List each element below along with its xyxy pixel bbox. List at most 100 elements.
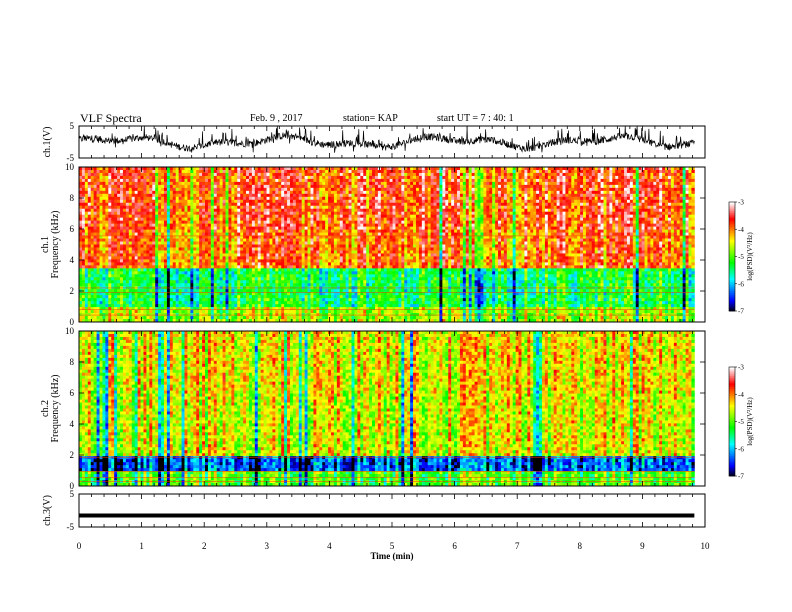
ch1-spectrogram-cell xyxy=(524,199,528,204)
ch1-spectrogram-cell xyxy=(676,181,681,186)
ch1-spectrogram-cell xyxy=(413,226,417,230)
ch1-spectrogram-cell xyxy=(190,184,194,189)
ch1-spectrogram-cell xyxy=(316,184,320,189)
ch1-spectrogram-cell xyxy=(518,217,522,222)
ch1-spectrogram-cell xyxy=(574,181,578,186)
ch1-spectrogram-cell xyxy=(287,211,291,216)
ch1-spectrogram-cell xyxy=(665,220,669,225)
ch1-spectrogram-cell xyxy=(568,172,572,177)
ch1-spectrogram-cell xyxy=(228,184,232,189)
ch1-spectrogram-cell xyxy=(401,208,405,213)
ch1-spectrogram-cell xyxy=(492,202,496,207)
ch1-spectrogram-cell xyxy=(298,208,303,213)
ch1-spectrogram-cell xyxy=(354,211,358,216)
ch1-spectrogram-cell xyxy=(313,167,317,171)
ch1-spectrogram-cell xyxy=(90,223,95,228)
ch1-spectrogram-cell xyxy=(254,226,259,230)
ch1-spectrogram-cell xyxy=(140,190,144,195)
ch1-spectrogram-cell xyxy=(565,187,569,192)
ch1-spectrogram-cell xyxy=(228,205,232,210)
ch1-spectrogram-cell xyxy=(594,217,599,222)
ch1-spectrogram-cell xyxy=(424,214,429,219)
ch1-spectrogram-cell xyxy=(659,167,663,171)
ch1-spectrogram-cell xyxy=(231,187,235,192)
ch1-spectrogram-cell xyxy=(181,199,185,204)
ch1-spectrogram-cell xyxy=(190,196,194,201)
ch1-spectrogram-cell xyxy=(246,214,250,219)
ch1-spectrogram-cell xyxy=(90,193,95,198)
ch1-spectrogram-cell xyxy=(158,199,162,204)
ch1-spectrogram-cell xyxy=(152,202,156,207)
ch1-spectrogram-cell xyxy=(345,193,349,198)
ch1-spectrogram-cell xyxy=(667,187,672,192)
ch1-spectrogram-cell xyxy=(389,214,393,219)
ch1-spectrogram-cell xyxy=(457,181,461,186)
ch1-spectrogram-cell xyxy=(512,226,517,230)
ch1-spectrogram-cell xyxy=(667,172,672,177)
ch1-spectrogram-cell xyxy=(310,187,314,192)
ch1-spectrogram-cell xyxy=(609,220,613,225)
ch1-spectrogram-cell xyxy=(158,190,162,195)
ch1-spectrogram-cell xyxy=(547,220,552,225)
ch1-spectrogram-cell xyxy=(395,226,399,230)
ch1-spectrogram-cell xyxy=(433,223,437,228)
ch1-spectrogram-cell xyxy=(120,169,124,174)
ch1-spectrogram-cell xyxy=(202,214,206,219)
ch1-spectrogram-cell xyxy=(398,193,402,198)
ch1-spectrogram-cell xyxy=(298,175,303,180)
ch1-spectrogram-cell xyxy=(187,193,191,198)
ch1-spectrogram-cell xyxy=(521,223,525,228)
ch1-spectrogram-cell xyxy=(111,169,115,174)
ch1-spectrogram-cell xyxy=(600,199,604,204)
ch1-spectrogram-cell xyxy=(427,229,432,233)
ch1-spectrogram-cell xyxy=(351,196,355,201)
ch1-spectrogram-cell xyxy=(471,202,475,207)
ch1-spectrogram-cell xyxy=(574,232,578,236)
ch1-spectrogram-cell xyxy=(383,226,388,230)
ch1-spectrogram-cell xyxy=(298,226,303,230)
ch1-spectrogram-cell xyxy=(626,196,631,201)
ch1-spectrogram-cell xyxy=(556,229,560,233)
ch1-spectrogram-cell xyxy=(580,193,584,198)
ch1-spectrogram-cell xyxy=(544,226,549,230)
ch1-spectrogram-cell xyxy=(155,208,159,213)
ch1-spectrogram-cell xyxy=(81,169,86,174)
ch1-spectrogram-cell xyxy=(600,184,604,189)
ch1-spectrogram-cell xyxy=(629,211,634,216)
ch1-spectrogram-cell xyxy=(81,220,86,225)
ch1-spectrogram-cell xyxy=(647,202,651,207)
ch1-spectrogram-cell xyxy=(401,178,405,183)
ch1-spectrogram-cell xyxy=(577,220,581,225)
ch1-spectrogram-cell xyxy=(424,196,429,201)
ch1-spectrogram-cell xyxy=(275,169,279,174)
ch1-spectrogram-cell xyxy=(184,214,188,219)
ch1-spectrogram-cell xyxy=(486,220,490,225)
ch1-spectrogram-cell xyxy=(87,235,92,239)
ch1-spectrogram-cell xyxy=(149,187,153,192)
ch1-spectrogram-cell xyxy=(547,175,552,180)
ch1-spectrogram-cell xyxy=(618,214,622,219)
ch1-spectrogram-cell xyxy=(161,184,165,189)
ch1-spectrogram-cell xyxy=(404,181,408,186)
ch1-spectrogram-cell xyxy=(131,208,136,213)
ch1-spectrogram-cell xyxy=(445,220,449,225)
ch1-spectrogram-cell xyxy=(424,229,429,233)
ch1-spectrogram-cell xyxy=(568,169,572,174)
ch1-spectrogram-cell xyxy=(152,184,156,189)
ch1-spectrogram-cell xyxy=(465,193,470,198)
ch1-spectrogram-cell xyxy=(486,181,490,186)
ch1-spectrogram-cell xyxy=(439,229,443,233)
ch1-spectrogram-cell xyxy=(310,178,314,183)
ch1-spectrogram-cell xyxy=(331,220,335,225)
ch1-spectrogram-cell xyxy=(272,167,276,171)
ch1-spectrogram-cell xyxy=(588,223,593,228)
ch1-spectrogram-cell xyxy=(635,214,640,219)
ch1-spectrogram-cell xyxy=(237,169,241,174)
ch1-spectrogram-cell xyxy=(462,202,467,207)
ch1-spectrogram-cell xyxy=(465,190,470,195)
ch1-spectrogram-cell xyxy=(603,232,607,236)
ch1-spectrogram-cell xyxy=(263,178,267,183)
ch1-spectrogram-cell xyxy=(404,229,408,233)
ch1-spectrogram-cell xyxy=(87,217,92,222)
ch1-spectrogram-cell xyxy=(228,196,232,201)
